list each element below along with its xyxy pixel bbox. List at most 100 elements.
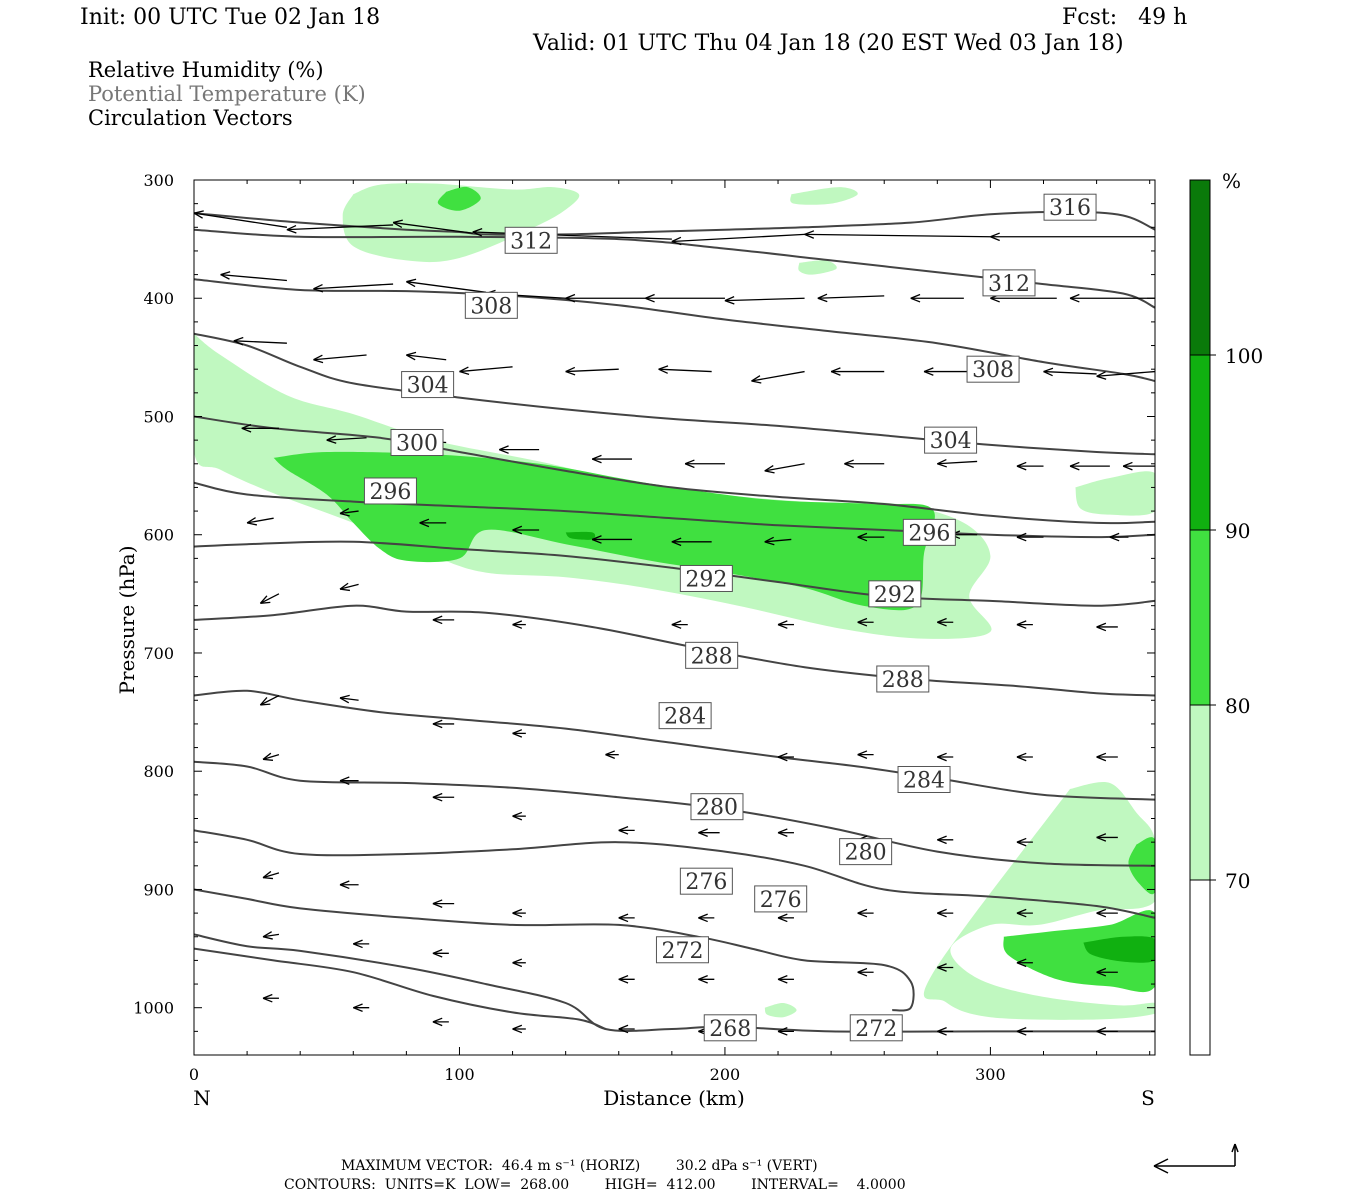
circulation-vector — [512, 620, 526, 629]
vector-head — [857, 971, 868, 977]
vector-head — [937, 963, 947, 969]
theta-contour — [194, 228, 1155, 309]
vector-shaft — [260, 593, 280, 604]
contour-label-box — [897, 765, 951, 793]
rh-region-80 — [273, 451, 935, 611]
vector-shaft — [286, 224, 394, 231]
contour-label-box — [754, 885, 808, 913]
x-tick-label: 300 — [975, 1065, 1006, 1084]
axes: 300 400 500 600 700 800 900 1000 0 100 200 300 — [133, 171, 1155, 1084]
vector-head — [353, 1003, 363, 1009]
circulation-vector — [937, 752, 954, 762]
circulation-vector — [937, 963, 954, 972]
circulation-vector — [764, 536, 792, 546]
vector-head — [512, 1028, 523, 1034]
contour-label-276: 276 — [754, 885, 808, 913]
colorbar-segment — [1190, 355, 1210, 530]
vector-head — [618, 826, 629, 831]
circulation-vector — [937, 835, 954, 845]
y-tick-label: 500 — [143, 407, 174, 426]
vector-head — [777, 1027, 788, 1032]
contour-label-text: 268 — [709, 1017, 751, 1042]
circulation-vector — [262, 752, 280, 761]
contour-label-280: 280 — [690, 793, 744, 821]
circulation-vector — [259, 694, 280, 706]
contour-label-272: 272 — [849, 1014, 903, 1042]
vector-head — [472, 231, 483, 237]
contour-labels: 316 312 312 308 308 304 304 300 296 296 292 292 288 2… — [363, 193, 1097, 1042]
vector-head — [777, 832, 788, 838]
vector-shaft — [658, 368, 712, 373]
legend-vectors: Circulation Vectors — [88, 106, 293, 130]
vector-head — [777, 752, 788, 758]
circulation-vector — [392, 219, 473, 234]
vector-head — [406, 354, 416, 361]
circulation-vector — [857, 750, 874, 759]
vector-head — [432, 619, 443, 625]
vector-head — [1122, 465, 1133, 471]
circulation-vector — [565, 366, 619, 376]
vector-head — [777, 828, 788, 834]
circulation-vector — [857, 967, 874, 977]
circulation-vector — [326, 435, 367, 444]
circulation-vector — [512, 525, 540, 535]
rh-region-80 — [437, 186, 481, 211]
circulation-vector — [1016, 1027, 1033, 1036]
vector-head — [565, 297, 576, 303]
circulation-vector — [313, 283, 394, 293]
vector-head — [1096, 1027, 1107, 1032]
circulation-vector — [698, 913, 715, 923]
vector-head — [1069, 293, 1080, 299]
vector-shaft — [764, 463, 805, 472]
vector-head — [923, 367, 934, 373]
circulation-vector — [910, 293, 964, 303]
vector-head — [990, 236, 1000, 242]
vector-head — [844, 463, 854, 469]
theta-contour — [194, 760, 1155, 867]
vector-head — [262, 876, 274, 880]
circulation-vector — [353, 1003, 370, 1013]
vector-head — [857, 908, 868, 914]
vector-head — [777, 1030, 788, 1036]
vector-head — [353, 939, 363, 945]
vector-head — [432, 903, 443, 908]
vector-head — [1016, 958, 1027, 964]
vector-shaft — [817, 295, 885, 299]
contour-label-text: 272 — [661, 939, 703, 964]
vector-head — [1109, 532, 1120, 538]
vector-head — [565, 293, 576, 299]
plot-frame — [193, 179, 1156, 1056]
colorbar-tick-label: 70 — [1225, 869, 1250, 893]
contour-label-text: 284 — [664, 705, 706, 730]
vector-head — [392, 219, 403, 224]
vector-head — [857, 754, 868, 759]
vector-head — [618, 917, 629, 923]
vector-shaft — [233, 340, 287, 344]
circulation-vector — [605, 750, 619, 759]
circulation-vector — [591, 535, 633, 544]
vector-head — [259, 697, 268, 706]
theta-contour — [194, 481, 1155, 539]
contour-label-288: 288 — [876, 665, 930, 693]
vector-head — [432, 796, 443, 802]
vector-head — [432, 1017, 443, 1023]
vector-head — [857, 967, 868, 973]
contour-label-text: 308 — [470, 294, 512, 319]
vector-head — [339, 880, 350, 886]
circulation-vector — [1016, 958, 1033, 968]
circulation-vector — [937, 908, 954, 918]
circulation-vector — [1016, 461, 1044, 471]
circulation-vector — [406, 278, 487, 293]
contour-label-304: 304 — [401, 371, 455, 399]
vector-head — [194, 212, 203, 219]
circulation-vector — [618, 826, 635, 835]
circulation-vector — [1096, 967, 1118, 977]
vector-shaft — [671, 233, 805, 243]
vector-head — [605, 754, 616, 759]
vector-head — [937, 1030, 947, 1036]
theta-contour — [194, 829, 1155, 919]
vector-head — [1016, 536, 1027, 542]
circulation-vector — [857, 532, 885, 542]
rh-region-70 — [1075, 471, 1155, 516]
vector-head — [698, 828, 708, 834]
